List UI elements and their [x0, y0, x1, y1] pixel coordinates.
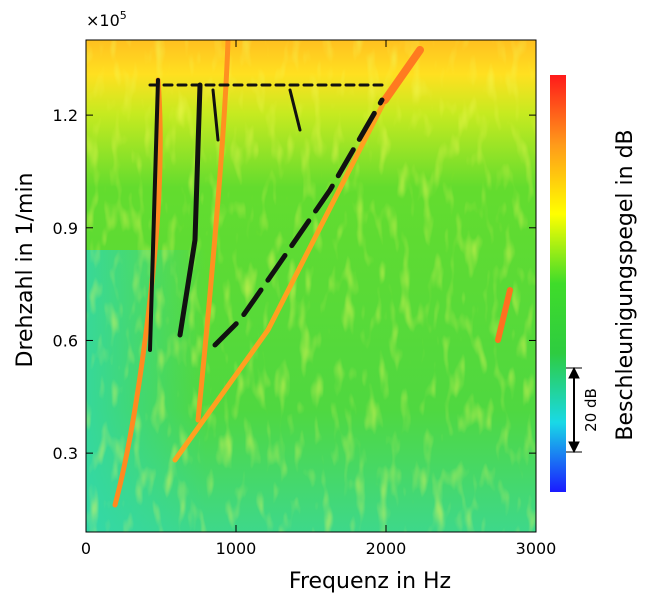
colorbar-label: Beschleunigungspegel in dB — [613, 129, 638, 440]
colorbar-annotation: 20 dB — [582, 388, 600, 432]
x-tick-label: 2000 — [366, 539, 407, 558]
x-tick-label: 0 — [81, 539, 91, 558]
y-axis-label: Drehzahl in 1/min — [13, 172, 38, 367]
plot-frame — [85, 39, 537, 533]
x-tick-label: 1000 — [216, 539, 257, 558]
colorbar — [550, 75, 566, 492]
y-multiplier: ×105 — [86, 9, 127, 30]
colorbar-scale — [566, 366, 582, 454]
heatmap — [86, 40, 536, 532]
x-axis-label: Frequenz in Hz — [289, 569, 451, 594]
x-tick-label: 3000 — [516, 539, 557, 558]
y-tick-label: 0.3 — [53, 444, 78, 463]
y-tick-label: 0.6 — [53, 331, 78, 350]
y-tick-label: 1.2 — [53, 106, 78, 125]
y-tick-label: 0.9 — [53, 219, 78, 238]
